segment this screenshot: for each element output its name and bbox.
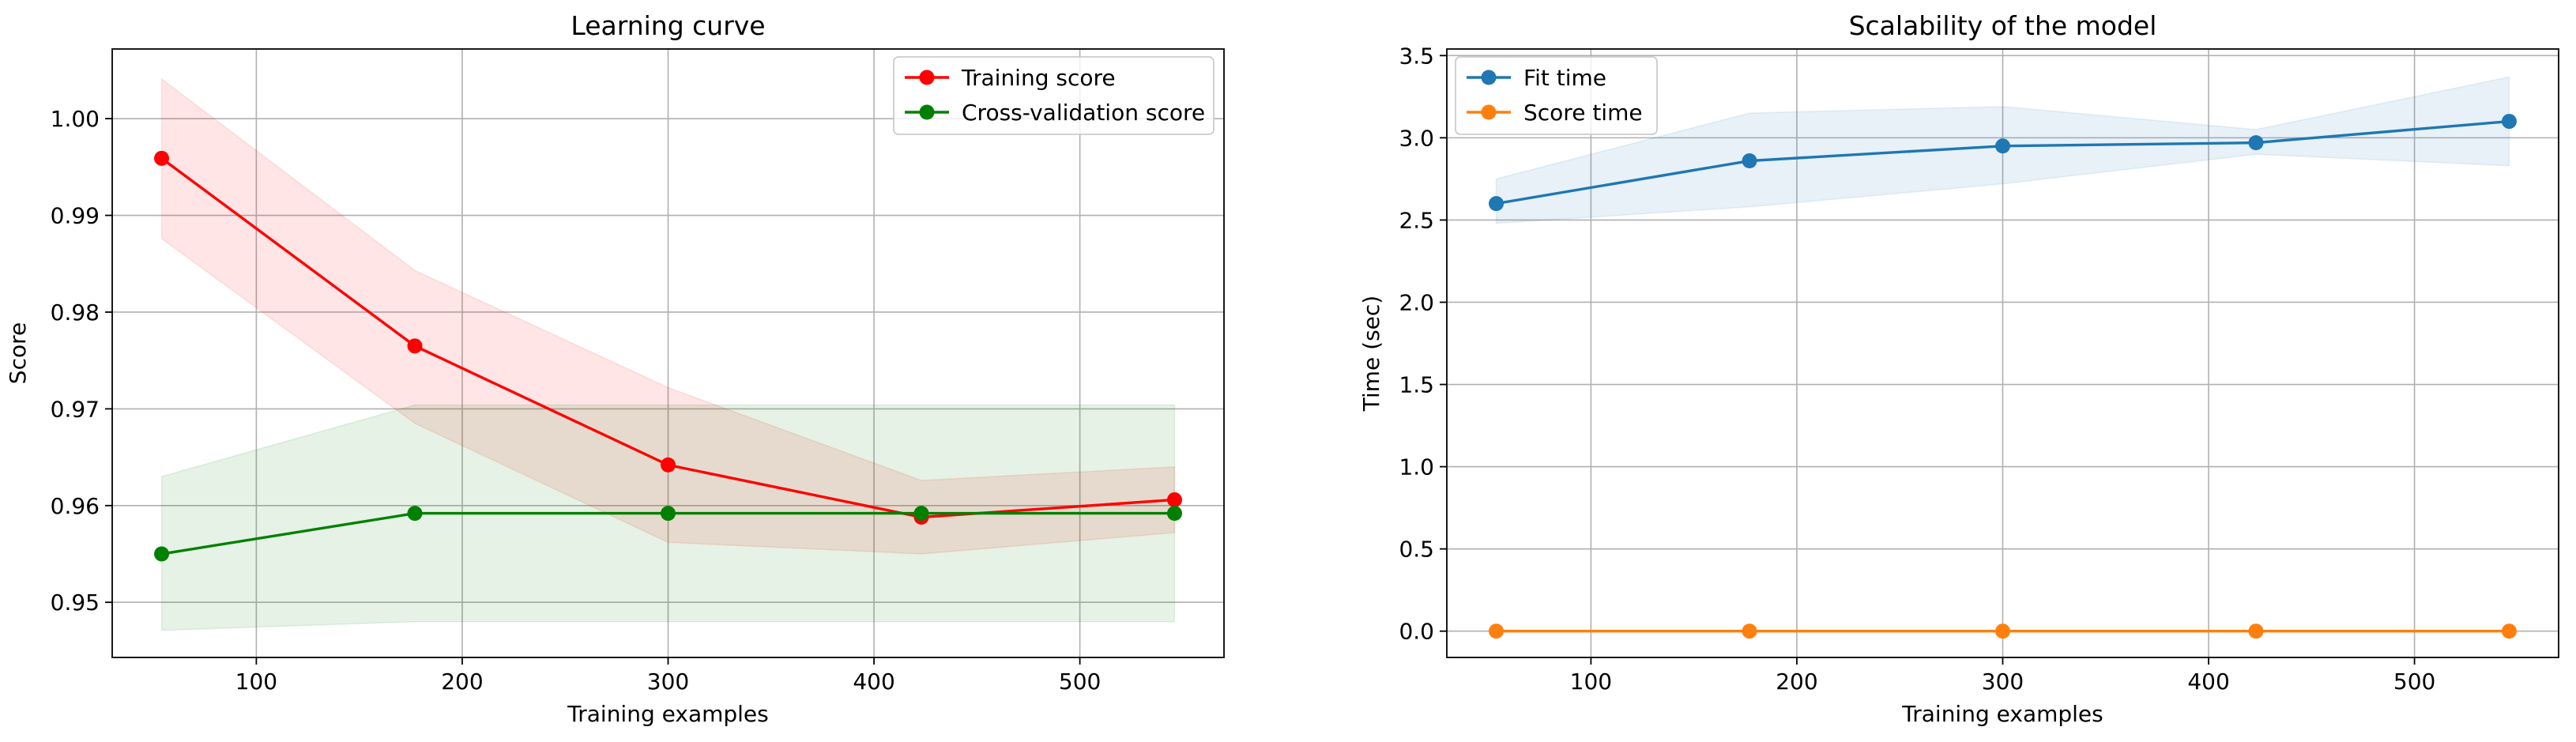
x-tick-label: 400 — [2187, 669, 2229, 695]
data-point — [1995, 138, 2010, 154]
chart-0: 100 200 300 400 500 0.95 0.96 0.97 0.98 0.99 1.00 L… — [5, 10, 1225, 727]
x-tick-label: 200 — [441, 669, 483, 695]
legend: Training score Cross-validation score — [893, 56, 1215, 135]
data-point — [1995, 623, 2010, 639]
x-tick-label: 200 — [1776, 669, 1817, 695]
y-tick-label: 0.96 — [51, 493, 100, 519]
x-tick-label: 100 — [235, 669, 277, 695]
y-tick-label: 0.5 — [1399, 537, 1434, 563]
legend-label: Training score — [961, 65, 1116, 91]
data-point — [2501, 623, 2517, 639]
y-tick-label: 0.0 — [1399, 619, 1434, 645]
legend-label: Cross-validation score — [962, 100, 1205, 126]
legend: Fit time Score time — [1455, 56, 1658, 135]
y-tick-label: 3.0 — [1399, 125, 1434, 151]
x-tick-label: 500 — [2393, 669, 2435, 695]
data-point — [407, 338, 423, 354]
x-tick-label: 300 — [647, 669, 689, 695]
chart-1: 100 200 300 400 500 0.0 0.5 1.0 1.5 2.0 2.5 3.0 3.5 S… — [1358, 10, 2559, 727]
y-tick-label: 2.5 — [1399, 207, 1434, 233]
x-tick-label: 500 — [1059, 669, 1101, 695]
y-tick-label: 1.0 — [1399, 454, 1434, 480]
x-axis-label: Training examples — [1901, 701, 2103, 727]
data-point — [913, 506, 929, 522]
data-point — [154, 546, 170, 562]
legend-label: Fit time — [1523, 65, 1606, 91]
y-axis-label: Score — [5, 322, 31, 384]
data-point — [661, 457, 676, 473]
data-point — [407, 506, 423, 522]
data-point — [154, 150, 170, 166]
x-axis-label: Training examples — [567, 701, 769, 727]
legend-swatch-marker — [919, 104, 935, 120]
data-point — [1489, 196, 1505, 212]
data-point — [2501, 114, 2517, 130]
y-tick-label: 1.00 — [51, 106, 100, 132]
data-point — [2248, 135, 2264, 151]
y-tick-label: 3.5 — [1399, 43, 1434, 69]
data-point — [1742, 153, 1757, 169]
data-point — [2248, 623, 2264, 639]
chart-title: Learning curve — [571, 10, 765, 41]
legend-swatch-marker — [919, 70, 935, 85]
chart-title: Scalability of the model — [1849, 10, 2157, 41]
y-tick-label: 0.99 — [51, 203, 100, 229]
x-tick-label: 400 — [853, 669, 894, 695]
y-axis-label: Time (sec) — [1358, 296, 1384, 412]
y-tick-label: 2.0 — [1399, 289, 1434, 315]
y-tick-label: 0.95 — [51, 589, 100, 616]
y-tick-label: 1.5 — [1399, 372, 1434, 398]
data-point — [1166, 492, 1182, 507]
data-point — [1166, 506, 1182, 522]
legend-box — [893, 56, 1215, 135]
legend-swatch-marker — [1481, 70, 1497, 85]
legend-swatch-marker — [1481, 104, 1497, 120]
data-point — [1489, 623, 1505, 639]
y-tick-label: 0.97 — [51, 396, 100, 422]
y-tick-label: 0.98 — [51, 299, 100, 326]
x-tick-label: 300 — [1982, 669, 2024, 695]
data-point — [1742, 623, 1757, 639]
legend-label: Score time — [1523, 100, 1643, 126]
data-point — [661, 506, 676, 522]
x-tick-label: 100 — [1570, 669, 1612, 695]
